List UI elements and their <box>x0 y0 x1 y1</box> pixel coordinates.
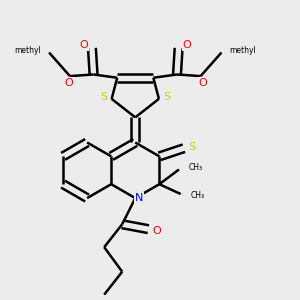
Text: S: S <box>164 92 171 102</box>
Text: O: O <box>152 226 161 236</box>
Text: O: O <box>182 40 191 50</box>
Text: S: S <box>188 142 196 152</box>
Text: O: O <box>198 78 207 88</box>
Text: methyl: methyl <box>230 46 256 55</box>
Text: N: N <box>135 193 143 203</box>
Text: methyl: methyl <box>14 46 41 55</box>
Text: O: O <box>64 78 73 88</box>
Text: O: O <box>80 40 88 50</box>
Text: CH₃: CH₃ <box>189 163 203 172</box>
Text: S: S <box>100 92 107 102</box>
Text: CH₃: CH₃ <box>190 191 205 200</box>
